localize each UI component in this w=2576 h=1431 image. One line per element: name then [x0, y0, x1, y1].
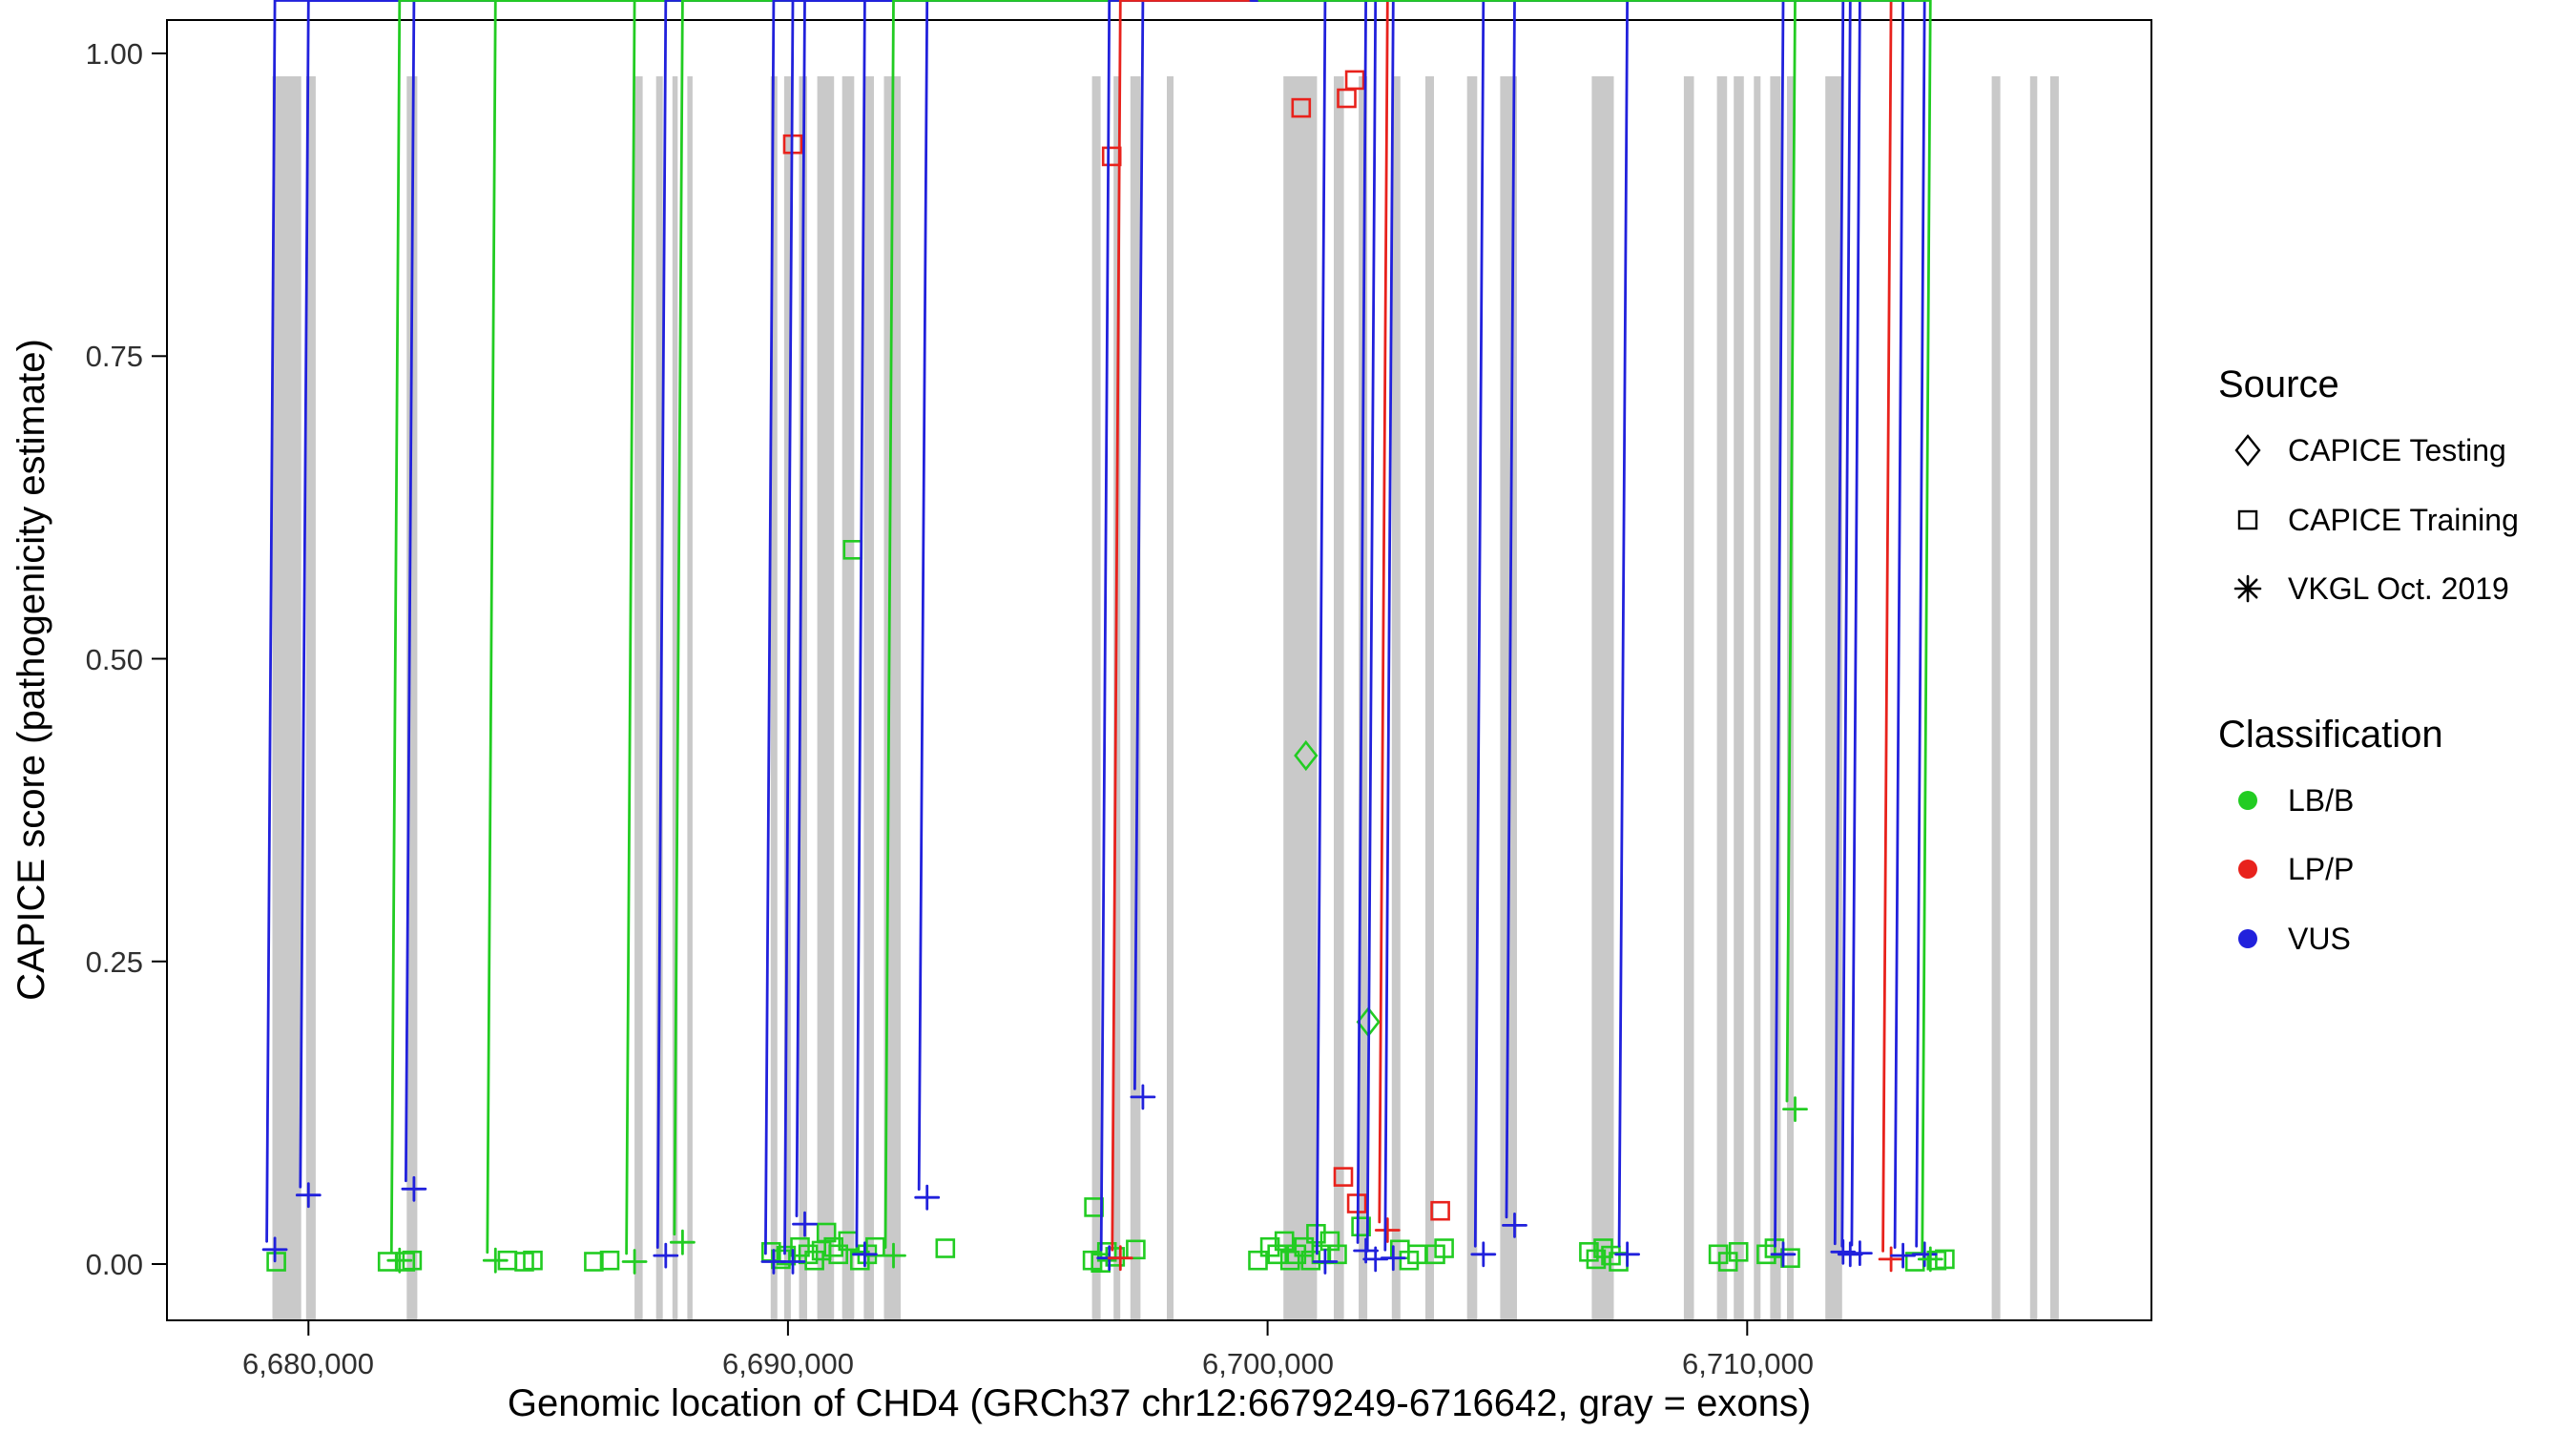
data-point-square — [1126, 1239, 1146, 1260]
exon-bar — [841, 76, 855, 1320]
legend-classification-title: Classification — [2218, 714, 2443, 756]
exon-bar — [305, 76, 316, 1320]
plot-panel-background — [167, 20, 2151, 1320]
exon-bar — [1091, 76, 1101, 1320]
legend-item-label: LP/P — [2288, 852, 2354, 886]
x-tick-label: 6,680,000 — [242, 1347, 374, 1380]
exon-bar — [1991, 76, 2001, 1320]
lpp-dot-icon — [2238, 860, 2257, 879]
y-tick-label: 0.50 — [86, 643, 143, 676]
y-tick-label: 0.75 — [86, 340, 143, 373]
y-tick-label: 1.00 — [86, 37, 143, 71]
data-point-square — [1274, 1231, 1295, 1252]
axis-tick-marks — [152, 52, 1749, 1336]
exon-bar — [770, 76, 778, 1320]
plot-panel-border — [166, 19, 2152, 1321]
lbb-dot-icon — [2238, 791, 2257, 810]
exon-bar — [1500, 76, 1517, 1320]
data-point-square — [1327, 1244, 1347, 1265]
data-points — [261, 0, 1955, 1275]
data-point-square — [1333, 1167, 1354, 1187]
data-point-asterisk — [1107, 0, 1260, 1272]
exon-bar — [799, 76, 807, 1320]
y-tick-label: 0.25 — [86, 945, 143, 979]
legend-item-label: VKGL Oct. 2019 — [2288, 571, 2509, 606]
data-point-diamond — [1294, 739, 1319, 772]
exon-bar — [1130, 76, 1141, 1320]
asterisk-icon — [2233, 574, 2262, 603]
data-point-asterisk — [1257, 0, 1943, 1273]
legend-item-label: LB/B — [2288, 783, 2354, 818]
exon-bar — [655, 76, 663, 1320]
data-point-square — [1579, 1242, 1599, 1262]
data-point-square — [798, 1244, 819, 1265]
exon-bar — [672, 76, 678, 1320]
data-point-square — [823, 1236, 844, 1257]
data-point-square — [1351, 1216, 1371, 1236]
y-axis-title: CAPICE score (pathogenicity estimate) — [10, 339, 52, 1001]
exon-bar — [2029, 76, 2038, 1320]
data-point-square — [1430, 1200, 1450, 1221]
legend-item-label: VUS — [2288, 922, 2351, 956]
exon-bar — [1466, 76, 1478, 1320]
x-tick-label: 6,700,000 — [1202, 1347, 1334, 1380]
exon-bar — [1591, 76, 1614, 1320]
x-tick-label: 6,690,000 — [722, 1347, 854, 1380]
square-icon — [2237, 509, 2258, 530]
exon-bar — [406, 76, 418, 1320]
exon-bar — [1334, 76, 1344, 1320]
exon-bar — [1734, 76, 1744, 1320]
exon-bar — [1825, 76, 1842, 1320]
exon-bar — [1167, 76, 1174, 1320]
legend-classification: Classification LB/B LP/P VUS — [2218, 714, 2443, 956]
exon-bar — [1359, 76, 1368, 1320]
x-axis-title: Genomic location of CHD4 (GRCh37 chr12:6… — [508, 1382, 1811, 1424]
data-point-square — [1248, 1250, 1268, 1271]
data-point-square — [1344, 70, 1365, 91]
exon-bar — [863, 76, 874, 1320]
exon-bar — [1770, 76, 1781, 1320]
data-point-square — [599, 1250, 620, 1271]
data-point-square — [771, 1249, 791, 1270]
exon-bar — [1716, 76, 1728, 1320]
data-point-square — [1780, 1248, 1800, 1268]
exon-bar — [1283, 76, 1318, 1320]
exon-bar — [2049, 76, 2059, 1320]
exon-bar — [1754, 76, 1761, 1320]
legend-source: Source CAPICE Testing CAPICE Training VK… — [2218, 363, 2519, 606]
data-point-square — [523, 1250, 543, 1271]
data-point-square — [584, 1252, 604, 1272]
data-point-square — [849, 1250, 870, 1271]
data-point-square — [1728, 1242, 1749, 1262]
exon-bar — [817, 76, 835, 1320]
vus-dot-icon — [2238, 929, 2257, 948]
data-point-square — [1586, 1249, 1607, 1270]
exon-bar — [634, 76, 643, 1320]
x-tick-label: 6,710,000 — [1682, 1347, 1814, 1380]
data-point-square — [266, 1252, 286, 1272]
exon-bar — [687, 76, 693, 1320]
legend-item-label: CAPICE Training — [2288, 503, 2519, 537]
data-point-square — [1434, 1238, 1454, 1258]
y-tick-label: 0.00 — [86, 1248, 143, 1281]
data-point-square — [1279, 1250, 1300, 1271]
exon-bar — [1683, 76, 1694, 1320]
exon-bar — [272, 76, 301, 1320]
data-point-square — [1259, 1236, 1280, 1257]
diamond-icon — [2234, 434, 2261, 467]
data-point-square — [1319, 1231, 1340, 1252]
legend-source-title: Source — [2218, 363, 2339, 405]
data-point-square — [935, 1238, 956, 1258]
exon-bar — [1425, 76, 1434, 1320]
data-point-square — [1267, 1244, 1287, 1265]
exon-bar — [1391, 76, 1401, 1320]
legend-item-label: CAPICE Testing — [2288, 433, 2506, 467]
data-point-square — [1291, 97, 1312, 118]
